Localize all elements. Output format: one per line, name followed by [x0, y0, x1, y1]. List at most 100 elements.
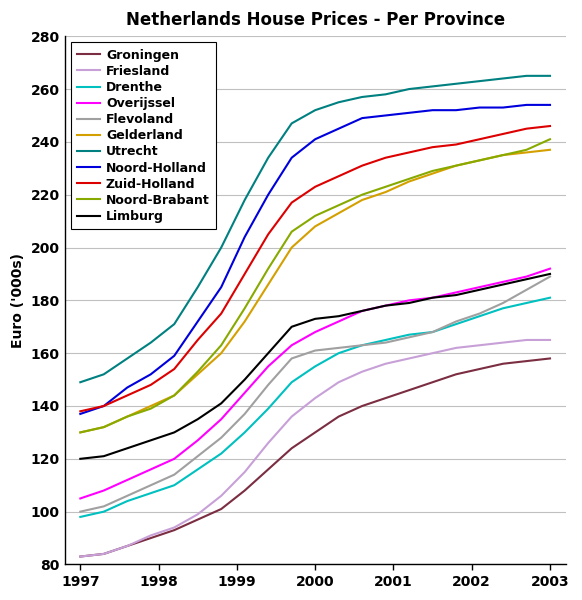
- Utrecht: [265, 154, 272, 161]
- Friesland: [241, 469, 248, 476]
- Noord-Holland: [312, 136, 319, 143]
- Noord-Brabant: [124, 413, 131, 420]
- Gelderland: [194, 371, 201, 378]
- Line: Utrecht: Utrecht: [80, 76, 550, 382]
- Gelderland: [476, 157, 483, 164]
- Groningen: [288, 445, 295, 452]
- Flevoland: [335, 344, 342, 352]
- Gelderland: [523, 149, 530, 156]
- Utrecht: [382, 91, 389, 98]
- Drenthe: [265, 405, 272, 412]
- Groningen: [335, 413, 342, 420]
- Line: Noord-Brabant: Noord-Brabant: [80, 139, 550, 433]
- Overijssel: [429, 294, 436, 301]
- Noord-Brabant: [406, 175, 413, 182]
- Overijssel: [218, 416, 225, 423]
- Drenthe: [171, 482, 178, 489]
- Limburg: [499, 281, 506, 288]
- Limburg: [100, 452, 107, 460]
- Utrecht: [546, 72, 553, 79]
- Noord-Holland: [218, 284, 225, 291]
- Overijssel: [335, 318, 342, 325]
- Overijssel: [124, 476, 131, 484]
- Line: Friesland: Friesland: [80, 340, 550, 557]
- Noord-Holland: [77, 410, 84, 418]
- Groningen: [241, 487, 248, 494]
- Flevoland: [406, 334, 413, 341]
- Gelderland: [124, 413, 131, 420]
- Friesland: [124, 542, 131, 550]
- Limburg: [241, 376, 248, 383]
- Utrecht: [124, 355, 131, 362]
- Flevoland: [124, 492, 131, 499]
- Flevoland: [312, 347, 319, 354]
- Noord-Brabant: [147, 405, 154, 412]
- Noord-Brabant: [77, 429, 84, 436]
- Zuid-Holland: [147, 381, 154, 388]
- Utrecht: [288, 120, 295, 127]
- Groningen: [429, 379, 436, 386]
- Gelderland: [147, 403, 154, 410]
- Y-axis label: Euro ('000s): Euro ('000s): [11, 253, 25, 348]
- Limburg: [312, 315, 319, 322]
- Groningen: [382, 394, 389, 401]
- Line: Noord-Holland: Noord-Holland: [80, 105, 550, 414]
- Friesland: [147, 532, 154, 539]
- Noord-Holland: [335, 125, 342, 132]
- Utrecht: [429, 83, 436, 90]
- Overijssel: [499, 278, 506, 286]
- Flevoland: [429, 328, 436, 335]
- Drenthe: [429, 328, 436, 335]
- Line: Overijssel: Overijssel: [80, 269, 550, 499]
- Limburg: [476, 286, 483, 293]
- Overijssel: [523, 273, 530, 280]
- Friesland: [359, 368, 365, 375]
- Drenthe: [453, 320, 460, 328]
- Groningen: [546, 355, 553, 362]
- Noord-Brabant: [429, 167, 436, 175]
- Drenthe: [406, 331, 413, 338]
- Gelderland: [312, 223, 319, 230]
- Groningen: [265, 466, 272, 473]
- Friesland: [382, 360, 389, 367]
- Noord-Holland: [406, 109, 413, 116]
- Noord-Brabant: [312, 212, 319, 220]
- Line: Limburg: Limburg: [80, 274, 550, 459]
- Gelderland: [546, 146, 553, 154]
- Limburg: [523, 275, 530, 283]
- Gelderland: [100, 424, 107, 431]
- Limburg: [77, 455, 84, 463]
- Friesland: [171, 524, 178, 531]
- Drenthe: [241, 429, 248, 436]
- Friesland: [453, 344, 460, 352]
- Drenthe: [359, 341, 365, 349]
- Zuid-Holland: [453, 141, 460, 148]
- Overijssel: [382, 302, 389, 309]
- Utrecht: [312, 107, 319, 114]
- Flevoland: [382, 339, 389, 346]
- Flevoland: [499, 299, 506, 307]
- Line: Groningen: Groningen: [80, 358, 550, 557]
- Noord-Holland: [100, 403, 107, 410]
- Limburg: [194, 416, 201, 423]
- Flevoland: [147, 482, 154, 489]
- Overijssel: [476, 284, 483, 291]
- Limburg: [453, 292, 460, 299]
- Flevoland: [218, 434, 225, 441]
- Drenthe: [523, 299, 530, 307]
- Noord-Holland: [546, 101, 553, 109]
- Overijssel: [194, 437, 201, 444]
- Overijssel: [171, 455, 178, 463]
- Zuid-Holland: [194, 337, 201, 344]
- Gelderland: [218, 350, 225, 357]
- Friesland: [406, 355, 413, 362]
- Overijssel: [312, 328, 319, 335]
- Zuid-Holland: [241, 271, 248, 278]
- Noord-Holland: [124, 384, 131, 391]
- Limburg: [382, 302, 389, 309]
- Flevoland: [194, 452, 201, 460]
- Zuid-Holland: [288, 199, 295, 206]
- Line: Flevoland: Flevoland: [80, 277, 550, 512]
- Noord-Brabant: [288, 228, 295, 235]
- Overijssel: [546, 265, 553, 272]
